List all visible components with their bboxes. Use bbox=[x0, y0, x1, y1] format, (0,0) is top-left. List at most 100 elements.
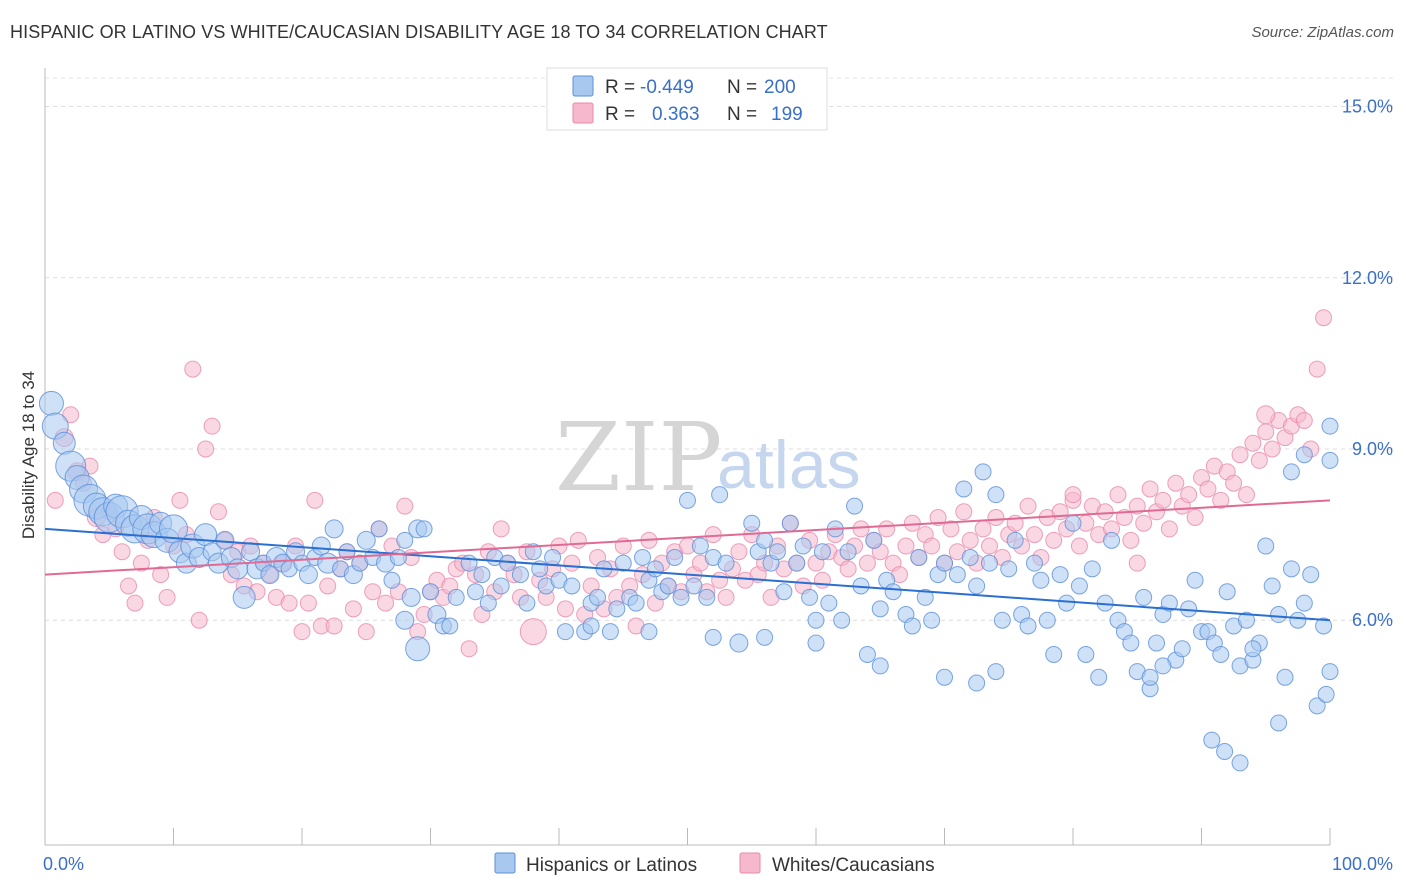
blue-point-93 bbox=[659, 577, 677, 595]
blue-point-129 bbox=[910, 548, 928, 566]
blue-point-128 bbox=[903, 617, 921, 635]
blue-point-113 bbox=[801, 588, 819, 606]
legend-r-label-2: R = bbox=[605, 104, 635, 125]
trend-lines bbox=[44, 499, 1331, 622]
blue-point-143 bbox=[1006, 531, 1024, 549]
blue-point-118 bbox=[833, 611, 851, 629]
blue-point-84 bbox=[601, 623, 619, 641]
pink-point-21 bbox=[184, 360, 202, 378]
pink-point-199 bbox=[1128, 554, 1146, 572]
blue-point-85 bbox=[608, 600, 626, 618]
watermark-zip: ZIP bbox=[555, 403, 722, 513]
blue-point-123 bbox=[865, 531, 883, 549]
pink-point-159 bbox=[1070, 537, 1088, 555]
pink-point-22 bbox=[190, 611, 208, 629]
pink-point-165 bbox=[1109, 486, 1127, 504]
trend-line-whites bbox=[44, 499, 1331, 576]
blue-point-204 bbox=[1141, 668, 1159, 686]
blue-point-65 bbox=[466, 583, 484, 601]
blue-point-111 bbox=[788, 554, 806, 572]
pink-point-183 bbox=[1225, 474, 1243, 492]
blue-point-182 bbox=[1257, 537, 1275, 555]
blue-point-148 bbox=[1038, 611, 1056, 629]
blue-point-56 bbox=[401, 587, 421, 607]
pink-point-141 bbox=[955, 503, 973, 521]
pink-point-2 bbox=[62, 406, 80, 424]
blue-point-213 bbox=[582, 617, 600, 635]
legend-n-value-1: 200 bbox=[764, 77, 796, 98]
blue-point-110 bbox=[781, 514, 799, 532]
blue-point-198 bbox=[1270, 606, 1288, 624]
watermark-atlas: atlas bbox=[717, 427, 861, 503]
blue-point-201 bbox=[1216, 743, 1234, 761]
blue-point-196 bbox=[1295, 446, 1313, 464]
bottom-legend-blue-swatch bbox=[494, 852, 516, 874]
pink-point-151 bbox=[1019, 497, 1037, 515]
blue-point-190 bbox=[1308, 697, 1326, 715]
blue-point-208 bbox=[871, 657, 889, 675]
pink-point-11 bbox=[120, 577, 138, 595]
blue-point-146 bbox=[1025, 554, 1043, 572]
pink-point-43 bbox=[325, 617, 343, 635]
pink-point-38 bbox=[293, 623, 311, 641]
blue-point-104 bbox=[743, 514, 761, 532]
y-tick-labels: 6.0% 9.0% 12.0% 15.0% bbox=[1342, 97, 1393, 631]
blue-point-136 bbox=[961, 548, 979, 566]
pink-point-197 bbox=[1315, 309, 1333, 327]
pink-point-163 bbox=[1096, 503, 1114, 521]
blue-point-192 bbox=[1321, 663, 1339, 681]
pink-point-104 bbox=[717, 588, 735, 606]
blue-point-152 bbox=[1064, 514, 1082, 532]
pink-point-184 bbox=[1231, 446, 1249, 464]
blue-point-120 bbox=[846, 497, 864, 515]
chart-title: HISPANIC OR LATINO VS WHITE/CAUCASIAN DI… bbox=[10, 22, 828, 42]
pink-point-196 bbox=[1308, 360, 1326, 378]
pink-point-119 bbox=[813, 571, 831, 589]
pink-point-126 bbox=[858, 554, 876, 572]
series-hispanics-latinos bbox=[38, 390, 1339, 772]
pink-point-188 bbox=[1257, 423, 1275, 441]
blue-point-63 bbox=[447, 588, 465, 606]
blue-point-101 bbox=[711, 486, 729, 504]
x-tick-label-0: 0.0% bbox=[43, 854, 84, 874]
blue-point-175 bbox=[1212, 645, 1230, 663]
pink-point-168 bbox=[1128, 497, 1146, 515]
blue-point-108 bbox=[768, 543, 786, 561]
blue-point-135 bbox=[955, 480, 973, 498]
blue-point-141 bbox=[993, 611, 1011, 629]
pink-point-136 bbox=[923, 537, 941, 555]
blue-point-163 bbox=[1135, 588, 1153, 606]
blue-point-30 bbox=[232, 585, 256, 609]
blue-point-82 bbox=[589, 588, 607, 606]
y-tick-label-1: 9.0% bbox=[1352, 439, 1393, 459]
blue-point-205 bbox=[987, 663, 1005, 681]
blue-point-185 bbox=[1276, 668, 1294, 686]
legend-n-label-1: N = bbox=[727, 77, 757, 98]
x-tick-label-1: 100.0% bbox=[1332, 854, 1393, 874]
pink-point-74 bbox=[519, 618, 547, 646]
blue-point-72 bbox=[518, 594, 536, 612]
blue-point-179 bbox=[1237, 611, 1255, 629]
blue-point-211 bbox=[704, 628, 722, 646]
blue-point-150 bbox=[1051, 566, 1069, 584]
trend-line-hispanics bbox=[44, 527, 1331, 622]
blue-point-44 bbox=[324, 519, 344, 539]
blue-point-89 bbox=[634, 548, 652, 566]
blue-point-62 bbox=[441, 617, 459, 635]
pink-point-194 bbox=[1295, 411, 1313, 429]
blue-point-76 bbox=[544, 548, 562, 566]
pink-point-80 bbox=[563, 554, 581, 572]
blue-point-183 bbox=[1263, 577, 1281, 595]
blue-point-200 bbox=[1203, 731, 1221, 749]
pink-point-49 bbox=[364, 583, 382, 601]
blue-point-24 bbox=[194, 523, 218, 547]
pink-point-69 bbox=[492, 520, 510, 538]
pink-point-16 bbox=[152, 566, 170, 584]
blue-point-158 bbox=[1103, 531, 1121, 549]
blue-point-98 bbox=[691, 537, 709, 555]
pink-point-186 bbox=[1244, 434, 1262, 452]
pink-point-125 bbox=[852, 520, 870, 538]
blue-point-116 bbox=[820, 594, 838, 612]
blue-point-71 bbox=[511, 566, 529, 584]
